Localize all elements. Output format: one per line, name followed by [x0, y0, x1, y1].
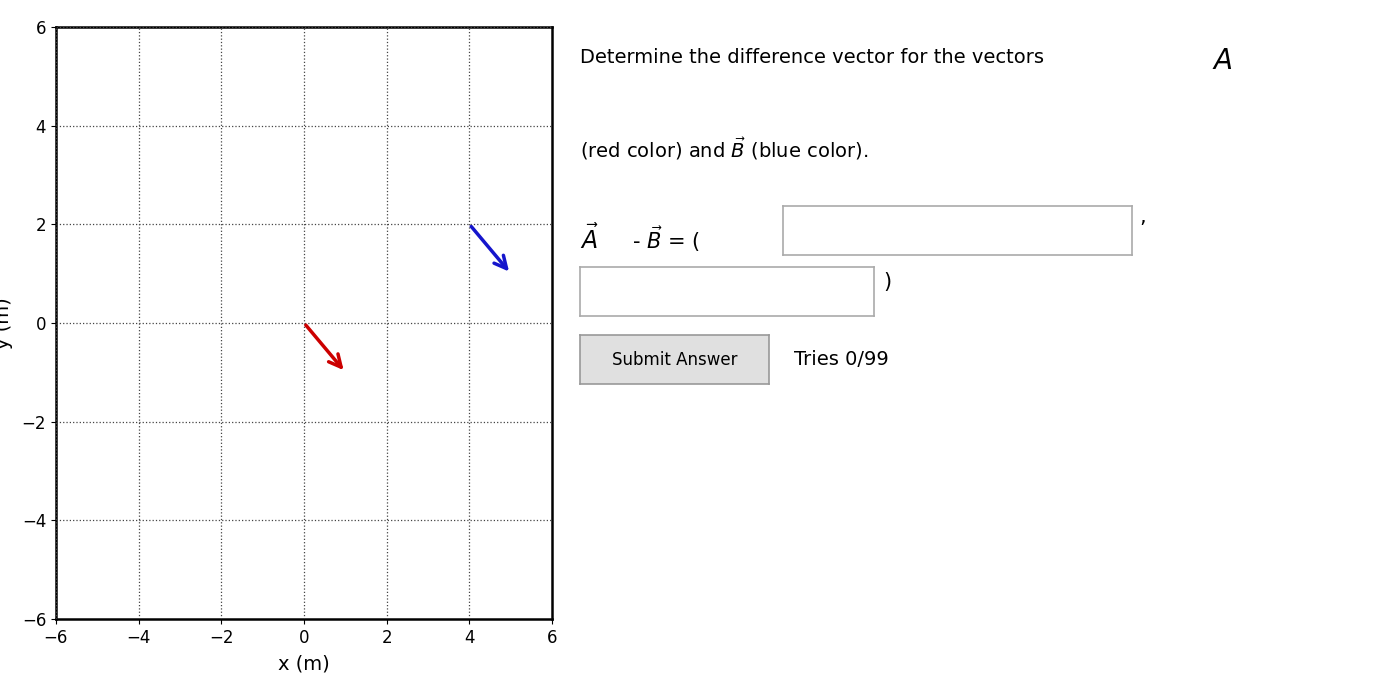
Y-axis label: y (m): y (m): [0, 297, 14, 349]
Text: $\mathit{A}$: $\mathit{A}$: [1212, 48, 1233, 75]
Text: (red color) and $\vec{B}$ (blue color).: (red color) and $\vec{B}$ (blue color).: [580, 136, 868, 163]
Text: ,: ,: [1139, 207, 1146, 227]
Text: Determine the difference vector for the vectors: Determine the difference vector for the …: [580, 48, 1050, 67]
Text: ): ): [884, 272, 892, 292]
Text: $\vec{A}$: $\vec{A}$: [580, 224, 598, 254]
X-axis label: x (m): x (m): [278, 655, 330, 674]
Text: Tries 0/99: Tries 0/99: [794, 350, 889, 369]
Text: - $\vec{B}$ = (: - $\vec{B}$ = (: [626, 224, 700, 254]
Text: Submit Answer: Submit Answer: [612, 351, 737, 369]
